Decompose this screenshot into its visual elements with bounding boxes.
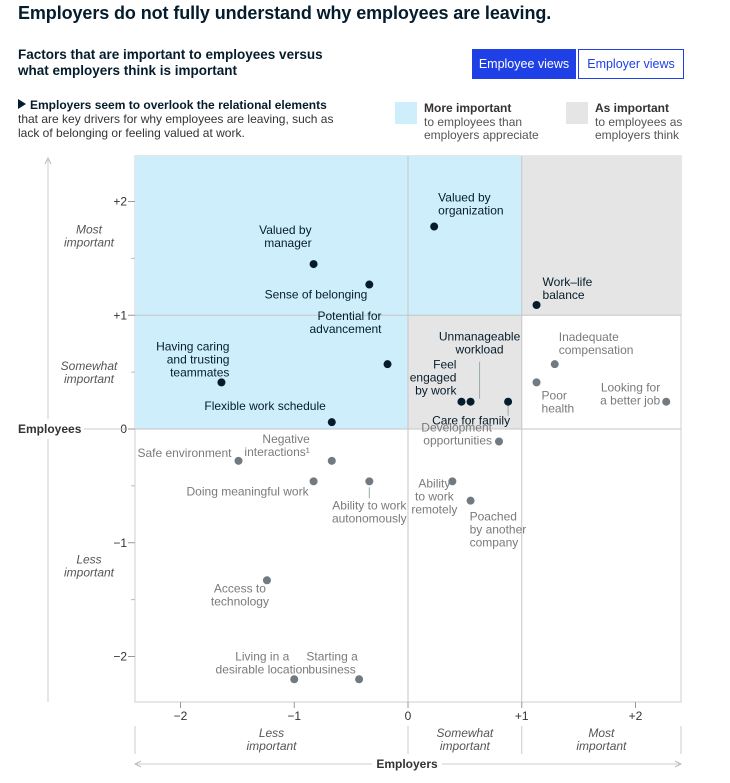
- point-dot: [327, 456, 336, 465]
- legend-more-important: More important to employees than employe…: [395, 101, 539, 143]
- legend-more-line2: employers appreciate: [424, 128, 539, 142]
- point-dot: [466, 496, 475, 505]
- point-label: Work–life balance: [543, 275, 593, 302]
- x-tick-label: −2: [174, 709, 188, 723]
- y-axis-arrow-up-icon: [44, 156, 52, 165]
- point-dot: [309, 260, 318, 269]
- point-label: Development opportunities: [421, 421, 492, 448]
- point-label: Unmanageable workload: [439, 330, 521, 357]
- point-label: Sense of belonging: [265, 288, 368, 302]
- legend-swatch-more: [395, 102, 417, 124]
- legend-same-title: As important: [595, 101, 670, 115]
- y-tick-label: −2: [113, 650, 127, 664]
- x-tick-label: +2: [629, 709, 643, 723]
- point-label: Potential for advancement: [309, 309, 382, 336]
- point-dot: [430, 222, 439, 231]
- point-dot: [290, 675, 299, 684]
- y-axis-label: Employees: [18, 422, 82, 436]
- point-label: Ability to work remotely: [411, 476, 457, 516]
- chart-title: Employers do not fully understand why em…: [18, 3, 552, 23]
- point-label: Inadequate compensation: [559, 330, 634, 357]
- point-dot: [662, 397, 671, 406]
- point-label: Ability to work autonomously: [332, 498, 407, 525]
- point-label: Having caring and trusting teammates: [156, 339, 229, 379]
- x-axis-label: Employers: [376, 757, 438, 771]
- point-dot: [234, 456, 243, 465]
- point-label: Safe environment: [137, 446, 232, 460]
- point-dot: [466, 397, 475, 406]
- y-tick-label: −1: [113, 536, 127, 550]
- point-dot: [355, 675, 364, 684]
- note-body: that are key drivers for why employees a…: [18, 112, 334, 140]
- employer-views-button[interactable]: Employer views: [578, 49, 684, 79]
- point-label: Poached by another company: [470, 510, 527, 550]
- point-label: Valued by manager: [259, 223, 311, 250]
- x-axis-arrow-right-icon: [674, 760, 683, 768]
- x-band-label: Somewhat important: [437, 726, 494, 753]
- region-same-2: [521, 156, 681, 316]
- point-dot: [457, 397, 466, 406]
- point-dot: [262, 576, 271, 585]
- x-tick-label: 0: [405, 709, 412, 723]
- point-label: Valued by organization: [438, 191, 503, 218]
- legend-more-title: More important: [424, 101, 512, 115]
- point-dot: [448, 477, 457, 486]
- legend-more-line1: to employees than: [424, 114, 523, 129]
- chart-subtitle: Factors that are important to employees …: [18, 47, 323, 78]
- legend-same-line2: employers think: [595, 128, 680, 142]
- x-tick-label: −1: [287, 709, 301, 723]
- note-lead: Employers seem to overlook the relationa…: [30, 98, 327, 112]
- y-tick-label: +2: [113, 195, 127, 209]
- point-label: Access to technology: [211, 581, 269, 608]
- region-same-1: [408, 315, 522, 429]
- point-dot: [504, 397, 513, 406]
- point-dot: [365, 280, 374, 289]
- point-dot: [550, 360, 559, 369]
- point-dot: [217, 378, 226, 387]
- point-dot: [365, 477, 374, 486]
- point-dot: [309, 477, 318, 486]
- point-dot: [532, 378, 541, 387]
- point-label: Doing meaningful work: [187, 484, 310, 498]
- point-dot: [383, 360, 392, 369]
- x-band-label: Less important: [246, 726, 297, 753]
- point-dot: [327, 418, 336, 427]
- point-label: Looking for a better job: [600, 381, 660, 408]
- chart-note: Employers seem to overlook the relationa…: [18, 98, 358, 140]
- point-label: Living in a desirable location: [216, 649, 309, 676]
- y-band-label: Less important: [64, 553, 115, 580]
- y-band-label: Somewhat important: [61, 359, 118, 386]
- legend-swatch-same: [566, 102, 588, 124]
- point-label: Poor health: [542, 388, 575, 415]
- employee-views-button[interactable]: Employee views: [472, 49, 576, 79]
- x-axis-arrow-left-icon: [133, 760, 142, 768]
- point-dot: [495, 437, 503, 446]
- triangle-bullet-icon: [18, 99, 26, 109]
- y-band-label: Most important: [64, 223, 115, 250]
- x-band-label: Most important: [576, 726, 627, 753]
- legend-same-line1: to employees as: [595, 114, 683, 129]
- point-label: Starting a business: [306, 649, 358, 676]
- point-label: Care for family: [432, 414, 510, 428]
- x-tick-label: +1: [515, 709, 529, 723]
- point-label: Flexible work schedule: [204, 399, 326, 413]
- legend-as-important: As important to employees as employers t…: [566, 101, 683, 143]
- point-label: Feel engaged by work: [410, 358, 458, 398]
- point-label: Negative interactions¹: [244, 432, 310, 459]
- y-tick-label: +1: [113, 308, 127, 322]
- point-dot: [532, 301, 541, 310]
